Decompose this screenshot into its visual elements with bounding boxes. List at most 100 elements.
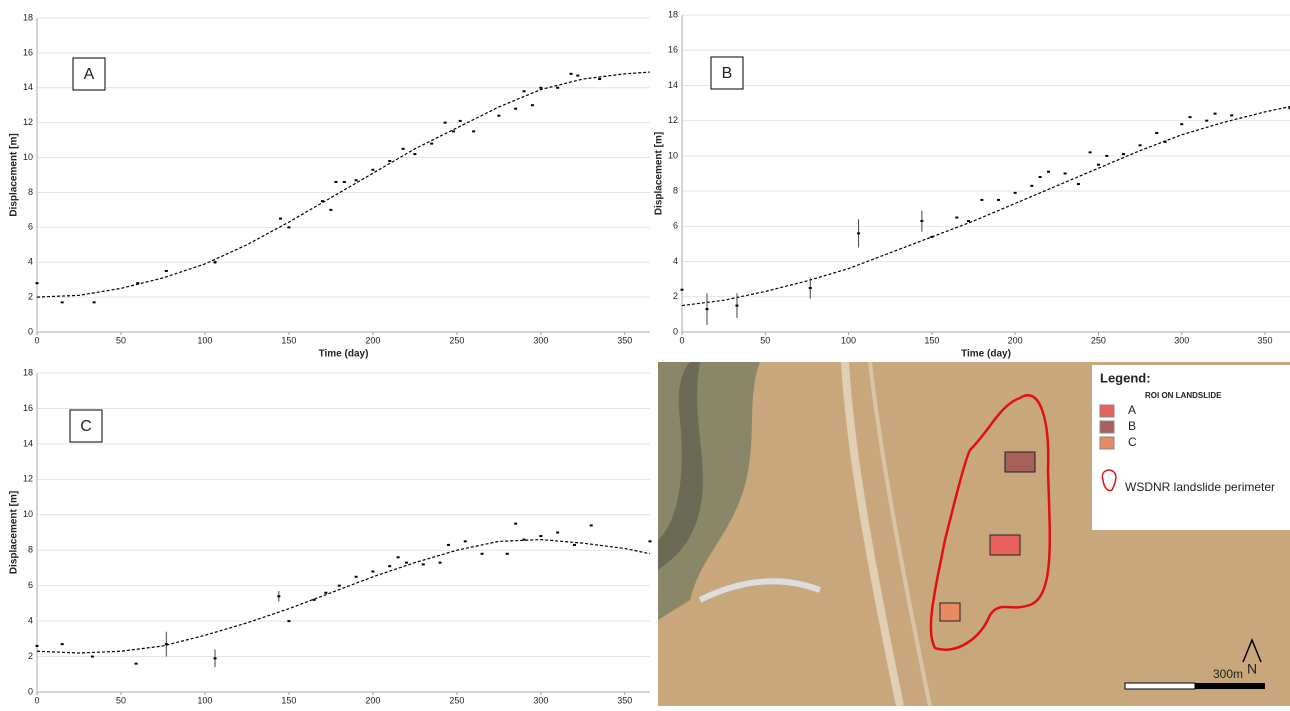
point xyxy=(371,169,374,171)
point xyxy=(1030,185,1033,187)
point xyxy=(539,535,542,537)
x-tick-label: 300 xyxy=(533,695,548,705)
point xyxy=(388,565,391,567)
map-legend-title: Legend: xyxy=(1100,370,1151,385)
y-tick-label: 18 xyxy=(23,367,33,377)
point xyxy=(334,181,337,183)
x-tick-label: 150 xyxy=(924,335,939,345)
point xyxy=(590,524,593,526)
point xyxy=(649,540,652,542)
point xyxy=(452,130,455,132)
point xyxy=(329,209,332,211)
point xyxy=(36,645,39,647)
point xyxy=(955,217,958,219)
legend-swatch xyxy=(1100,405,1114,417)
point xyxy=(573,544,576,546)
y-axis-label: Displacement [m] xyxy=(9,491,20,574)
y-tick-label: 12 xyxy=(23,117,33,127)
roi-a xyxy=(990,535,1020,555)
point xyxy=(444,122,447,124)
x-tick-label: 200 xyxy=(365,335,380,345)
map-legend-subtitle: ROI ON LANDSLIDE xyxy=(1145,391,1222,400)
point xyxy=(1155,132,1158,134)
x-tick-label: 350 xyxy=(617,695,632,705)
point xyxy=(338,585,341,587)
point xyxy=(735,305,738,307)
point xyxy=(967,220,970,222)
y-tick-label: 10 xyxy=(668,150,678,160)
annotation: A xyxy=(84,66,95,83)
point xyxy=(93,301,96,303)
point xyxy=(405,562,408,564)
legend-label: C xyxy=(1128,435,1137,449)
point xyxy=(1064,173,1067,175)
point xyxy=(135,663,138,665)
point xyxy=(497,115,500,117)
roi-b xyxy=(1005,452,1035,472)
point xyxy=(61,643,64,645)
y-tick-label: 4 xyxy=(28,257,33,267)
y-tick-label: 8 xyxy=(28,187,33,197)
point xyxy=(1122,153,1125,155)
x-tick-label: 0 xyxy=(34,335,39,345)
map: Legend: ROI ON LANDSLIDE WSDNR landslide… xyxy=(658,362,1290,706)
x-tick-label: 100 xyxy=(841,335,856,345)
scale-bar xyxy=(1195,683,1265,689)
y-tick-label: 10 xyxy=(23,152,33,162)
x-tick-label: 250 xyxy=(449,695,464,705)
fit-line xyxy=(37,72,650,297)
y-tick-label: 16 xyxy=(668,45,678,55)
point xyxy=(556,532,559,534)
legend-label: B xyxy=(1128,419,1136,433)
point xyxy=(464,540,467,542)
point xyxy=(481,553,484,555)
north-label: N xyxy=(1247,661,1257,677)
annotation: B xyxy=(722,65,733,82)
y-tick-label: 18 xyxy=(23,12,33,22)
y-tick-label: 12 xyxy=(668,115,678,125)
scale-bar xyxy=(1125,683,1195,689)
y-tick-label: 10 xyxy=(23,509,33,519)
point xyxy=(980,199,983,201)
x-tick-label: 150 xyxy=(281,695,296,705)
point xyxy=(523,539,526,541)
x-tick-label: 0 xyxy=(34,695,39,705)
point xyxy=(397,556,400,558)
y-axis-label: Displacement [m] xyxy=(654,132,665,215)
point xyxy=(1189,116,1192,118)
point xyxy=(1205,120,1208,122)
point xyxy=(279,218,282,220)
annotation: C xyxy=(80,418,92,435)
y-tick-label: 0 xyxy=(673,326,678,336)
point xyxy=(165,270,168,272)
point xyxy=(422,563,425,565)
fit-line xyxy=(682,107,1290,306)
y-tick-label: 2 xyxy=(28,291,33,301)
point xyxy=(343,181,346,183)
y-tick-label: 16 xyxy=(23,403,33,413)
x-tick-label: 50 xyxy=(760,335,770,345)
point xyxy=(136,282,139,284)
x-tick-label: 100 xyxy=(197,695,212,705)
point xyxy=(287,226,290,228)
point xyxy=(1180,123,1183,125)
point xyxy=(355,576,358,578)
point xyxy=(809,287,812,289)
point xyxy=(313,599,316,601)
x-axis-label: Time (day) xyxy=(961,349,1011,360)
point xyxy=(371,570,374,572)
point xyxy=(388,160,391,162)
x-tick-label: 200 xyxy=(365,695,380,705)
point xyxy=(997,199,1000,201)
point xyxy=(1214,113,1217,115)
point xyxy=(277,595,280,597)
y-axis-label: Displacement [m] xyxy=(9,133,20,216)
legend-swatch xyxy=(1100,421,1114,433)
point xyxy=(1039,176,1042,178)
point xyxy=(447,544,450,546)
x-tick-label: 50 xyxy=(116,335,126,345)
point xyxy=(1230,114,1233,116)
point xyxy=(321,200,324,202)
point xyxy=(1139,144,1142,146)
x-axis-label: Time (day) xyxy=(319,349,369,360)
